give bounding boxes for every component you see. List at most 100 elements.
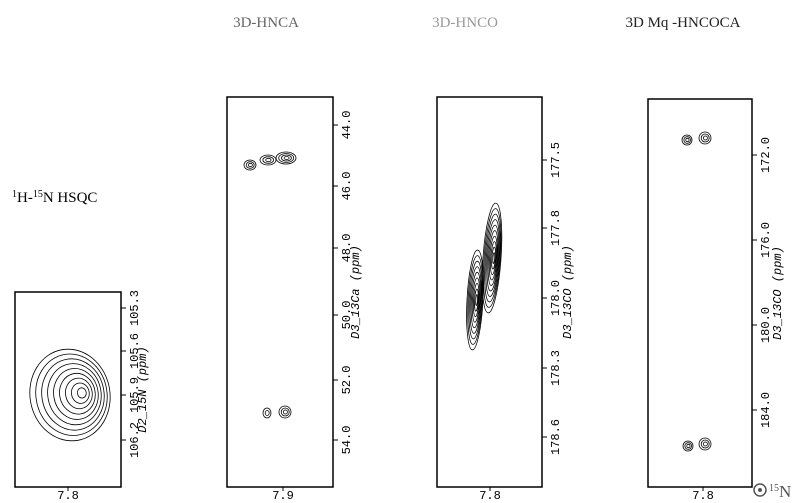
y-tick-label: 105.3 — [128, 290, 142, 326]
title-part: N HSQC — [43, 190, 98, 206]
contour — [681, 134, 693, 146]
y-tick-label: 172.0 — [759, 137, 773, 173]
contour — [53, 368, 99, 420]
y-axis-label: D3_13Ca (ppm) — [349, 245, 363, 339]
contour — [35, 353, 108, 436]
contour — [682, 440, 694, 452]
contour — [278, 405, 292, 419]
y-tick-label: 180.0 — [759, 307, 773, 343]
y-tick-label: 178.6 — [549, 419, 563, 455]
contour — [283, 156, 290, 160]
contour — [259, 154, 277, 166]
y-tick-label: 105.6 — [128, 333, 142, 369]
x-tick-label: 7.9 — [272, 489, 294, 503]
y-tick-label: 44.0 — [340, 111, 354, 140]
contour — [703, 441, 708, 447]
y-axis-label: D3_13CO (ppm) — [771, 246, 785, 340]
contour — [467, 255, 484, 345]
x-tick-label: 7.8 — [57, 489, 79, 503]
contour — [475, 294, 478, 307]
sup: 15 — [769, 483, 779, 494]
icon — [753, 483, 767, 497]
contour — [282, 409, 288, 415]
contour — [481, 202, 503, 314]
contour — [487, 230, 499, 286]
y-tick-label: 178.0 — [549, 280, 563, 316]
y-tick-label: 50.0 — [340, 301, 354, 330]
contour — [243, 159, 257, 171]
contour — [472, 283, 480, 318]
sup: 1 — [12, 189, 17, 200]
contour — [265, 157, 272, 163]
x-tick-label: 7.8 — [479, 489, 501, 503]
contour — [474, 288, 479, 312]
panel-title: 3D-HNCO — [432, 15, 498, 31]
contour — [466, 249, 484, 351]
contour — [484, 213, 501, 303]
x-tick-label: 7.8 — [692, 489, 714, 503]
contour — [470, 271, 481, 329]
contour — [47, 363, 102, 426]
contour — [280, 407, 290, 417]
contour — [491, 246, 496, 270]
y-tick-label: 178.3 — [549, 350, 563, 386]
panel-title: 1H-15N HSQC — [12, 189, 97, 206]
contour — [278, 153, 295, 163]
contour — [245, 161, 255, 169]
y-axis-label: D2_15N (ppm) — [136, 346, 150, 432]
contour — [700, 133, 710, 143]
contour — [65, 377, 93, 410]
y-tick-label: 176.0 — [759, 222, 773, 258]
contour — [490, 241, 497, 275]
corner-label: 15N — [753, 482, 791, 501]
spectrum-frame — [14, 291, 122, 488]
title-part: H- — [17, 190, 33, 206]
y-tick-label: 177.5 — [549, 142, 563, 178]
y-tick-label: 48.0 — [340, 234, 354, 263]
contour — [471, 277, 481, 323]
contour — [247, 162, 253, 168]
title-part: N — [779, 482, 791, 501]
contour — [275, 151, 297, 165]
contour — [262, 407, 272, 419]
contour — [280, 154, 292, 162]
contour — [29, 348, 111, 442]
spectrum-frame — [647, 98, 753, 488]
y-axis-label: D3_13CO (ppm) — [561, 245, 575, 339]
contour — [686, 443, 691, 449]
y-tick-label: 52.0 — [340, 366, 354, 395]
contour — [262, 156, 274, 164]
y-tick-label: 106.2 — [128, 422, 142, 458]
spectrum-frame — [226, 96, 334, 488]
contour — [486, 224, 500, 292]
y-tick-label: 46.0 — [340, 172, 354, 201]
y-tick-label: 105.9 — [128, 377, 142, 413]
contour — [485, 219, 500, 297]
contour — [76, 387, 87, 399]
corner-text: 15N — [769, 482, 791, 501]
y-tick-label: 177.8 — [549, 210, 563, 246]
contour — [71, 382, 90, 404]
spectrum-frame — [436, 96, 543, 488]
contour — [698, 131, 712, 145]
contour — [483, 208, 502, 308]
contour — [492, 252, 496, 265]
y-tick-label: 54.0 — [340, 426, 354, 455]
contour — [264, 410, 270, 416]
contour — [685, 137, 690, 143]
contour — [703, 135, 708, 141]
icon — [758, 488, 762, 492]
contour — [41, 358, 105, 431]
contour — [698, 437, 712, 451]
panel-title: 3D-HNCA — [233, 15, 299, 31]
contour — [683, 136, 691, 144]
contour — [469, 266, 482, 334]
contour — [684, 442, 692, 450]
contour — [59, 372, 96, 415]
contour — [700, 439, 710, 449]
contour — [468, 260, 483, 340]
contour — [488, 235, 498, 281]
y-tick-label: 184.0 — [759, 392, 773, 428]
sup: 15 — [33, 189, 43, 200]
